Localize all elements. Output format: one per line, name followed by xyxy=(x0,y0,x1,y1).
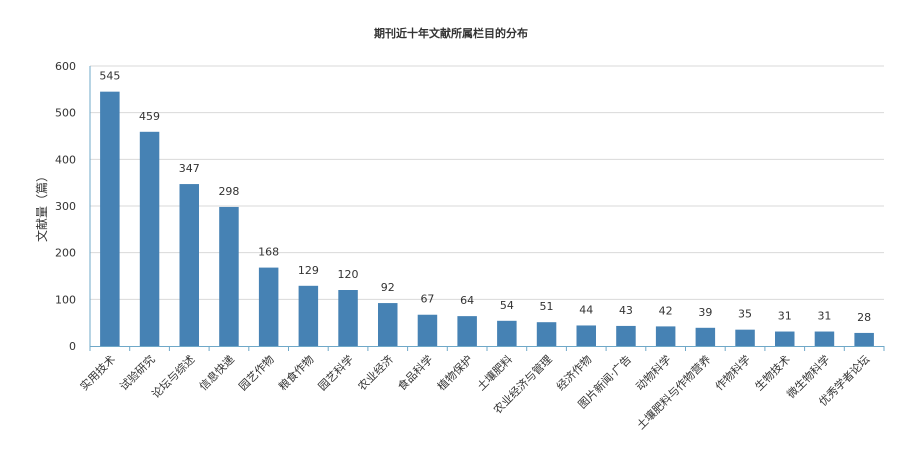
bar[interactable] xyxy=(258,267,279,346)
data-label: 120 xyxy=(338,268,359,281)
x-category-label: 生物技术 xyxy=(752,352,793,393)
gridlines xyxy=(90,65,884,300)
data-label: 545 xyxy=(99,70,120,83)
bar[interactable] xyxy=(536,322,557,346)
bar[interactable] xyxy=(497,320,517,346)
bar[interactable] xyxy=(338,290,358,346)
x-category-label: 粮食作物 xyxy=(275,352,316,393)
chart-title: 期刊近十年文献所属栏目的分布 xyxy=(374,27,528,40)
bar[interactable] xyxy=(616,325,636,346)
data-label: 347 xyxy=(179,162,200,175)
data-label: 168 xyxy=(258,246,279,259)
y-tick-label: 100 xyxy=(55,293,76,306)
x-category-label: 动物科学 xyxy=(633,352,674,393)
bar[interactable] xyxy=(378,303,398,346)
bar[interactable] xyxy=(814,331,835,346)
x-category-label: 土壤肥料与作物营养 xyxy=(634,352,714,432)
bar[interactable] xyxy=(417,314,438,346)
x-category-label: 园艺科学 xyxy=(315,352,356,393)
y-tick-label: 600 xyxy=(55,60,76,73)
data-label: 35 xyxy=(738,308,752,321)
bar[interactable] xyxy=(139,131,160,346)
y-tick-label: 200 xyxy=(55,247,76,260)
bar[interactable] xyxy=(457,316,477,346)
data-label: 129 xyxy=(298,264,319,277)
x-category-label: 农业经济 xyxy=(355,352,396,393)
x-category-label: 土壤肥料 xyxy=(474,352,515,393)
bar[interactable] xyxy=(655,326,676,346)
y-tick-label: 400 xyxy=(55,153,76,166)
bar[interactable] xyxy=(219,206,239,346)
data-label: 64 xyxy=(460,294,474,307)
data-label: 51 xyxy=(540,300,554,313)
y-tick-label: 300 xyxy=(55,200,76,213)
data-label: 31 xyxy=(778,310,792,323)
data-label: 44 xyxy=(579,303,593,316)
data-label: 28 xyxy=(857,311,871,324)
labels: 0 100 200 300 400 500 600 文献量（篇） 545 实用技术 459 试验研究 3… xyxy=(34,60,872,432)
x-category-label: 经济作物 xyxy=(553,352,594,393)
bar[interactable] xyxy=(775,331,795,346)
x-category-label: 植物保护 xyxy=(434,352,475,393)
bar[interactable] xyxy=(298,285,319,346)
data-label: 42 xyxy=(659,304,673,317)
x-category-label: 作物科学 xyxy=(712,352,753,393)
data-label: 459 xyxy=(139,110,160,123)
x-category-label: 食品科学 xyxy=(395,352,436,393)
bar[interactable] xyxy=(179,184,200,346)
bar[interactable] xyxy=(100,91,120,347)
data-label: 298 xyxy=(218,185,239,198)
x-category-label: 信息快递 xyxy=(196,352,237,393)
bar[interactable] xyxy=(735,329,755,346)
data-label: 92 xyxy=(381,281,395,294)
data-label: 54 xyxy=(500,299,514,312)
x-category-label: 试验研究 xyxy=(117,352,158,393)
y-tick-label: 500 xyxy=(55,107,76,120)
bar[interactable] xyxy=(695,327,716,346)
data-label: 31 xyxy=(817,310,831,323)
bars xyxy=(100,91,874,347)
data-label: 67 xyxy=(420,293,434,306)
y-tick-label: 0 xyxy=(69,340,76,353)
y-axis-title: 文献量（篇） xyxy=(34,170,49,242)
x-category-label: 实用技术 xyxy=(77,352,118,393)
x-category-label: 园艺作物 xyxy=(236,352,277,393)
x-category-label: 论坛与综述 xyxy=(149,352,198,401)
bar[interactable] xyxy=(576,325,597,346)
bar[interactable] xyxy=(854,332,874,346)
data-label: 43 xyxy=(619,304,633,317)
data-label: 39 xyxy=(698,306,712,319)
axes xyxy=(89,66,885,351)
